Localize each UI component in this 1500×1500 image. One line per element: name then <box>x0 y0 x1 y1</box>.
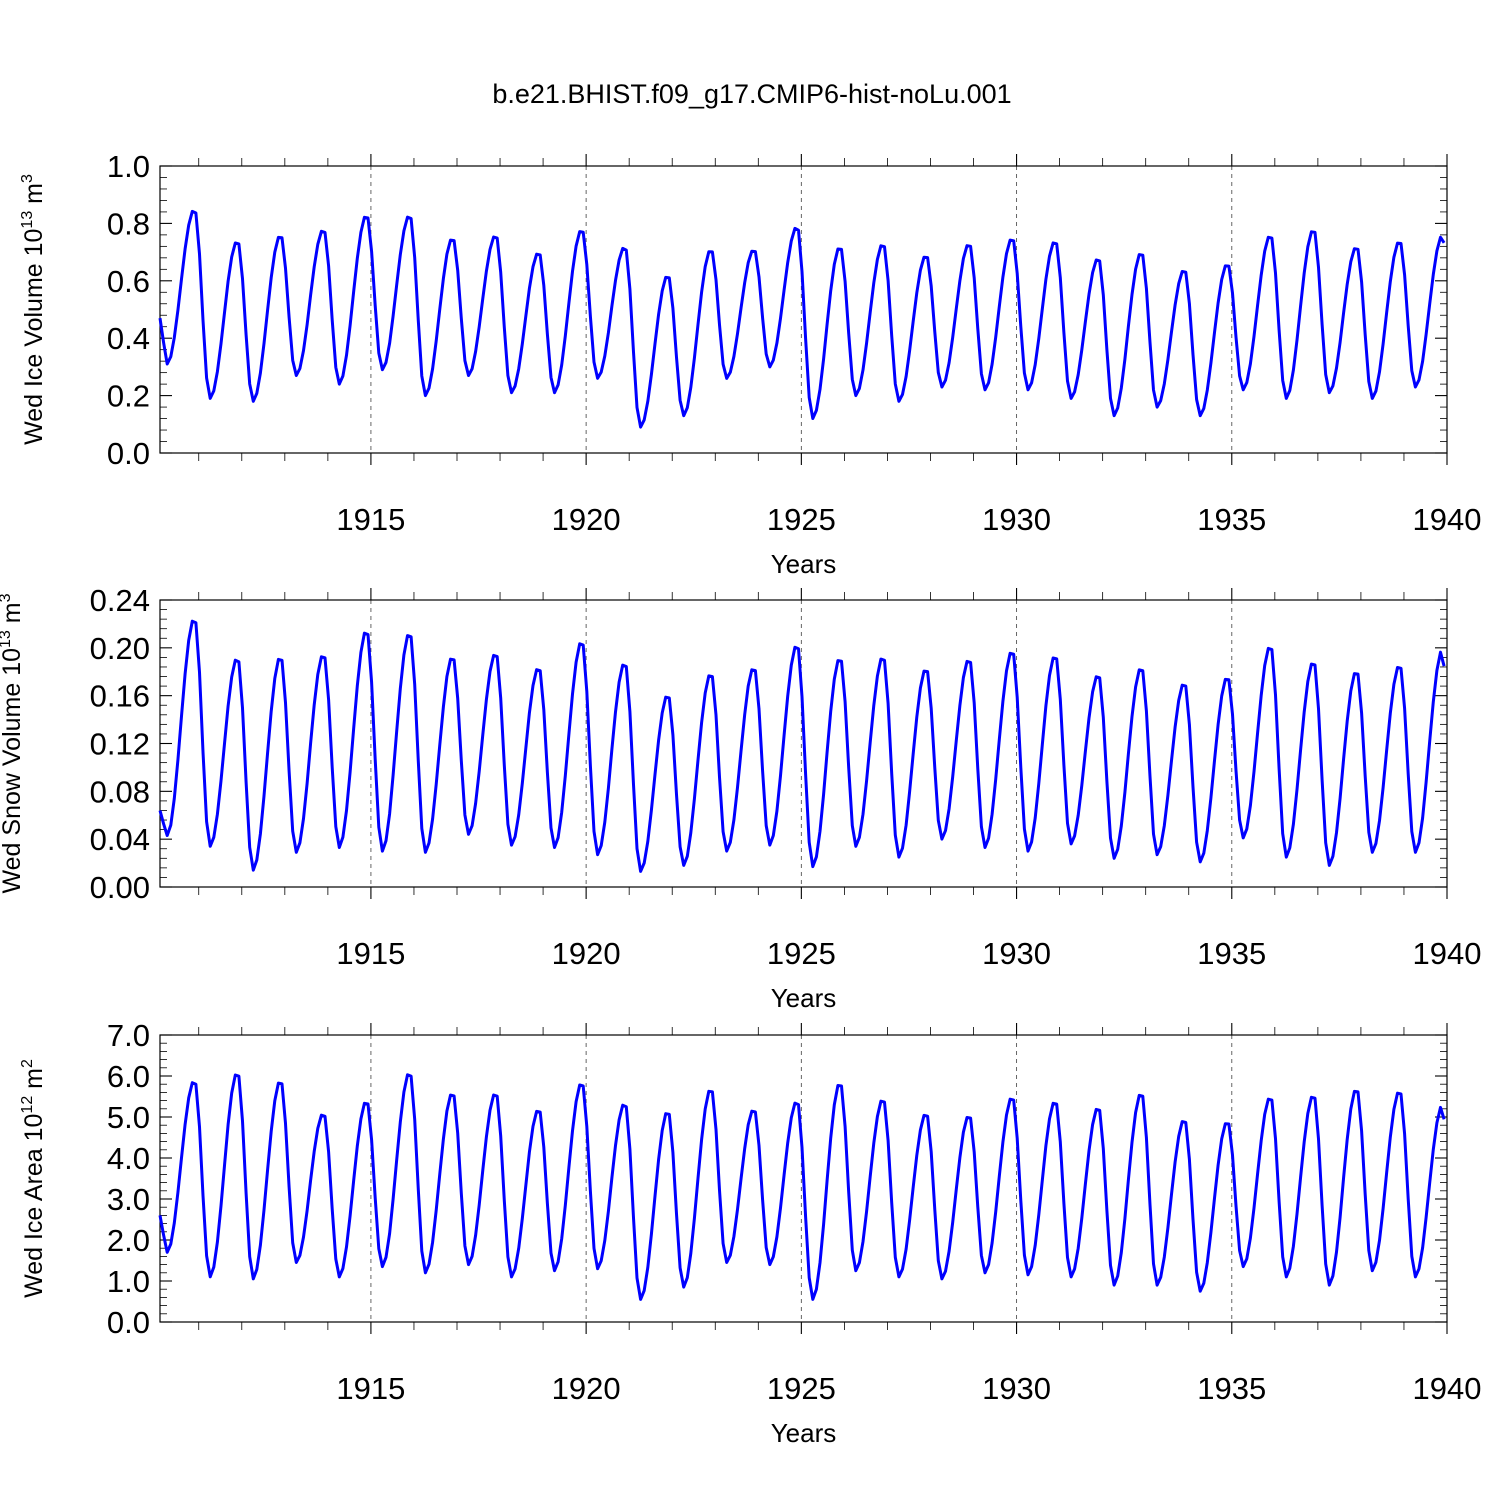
y-tick-label: 0.8 <box>107 206 150 241</box>
y-tick-label: 0.16 <box>90 679 150 714</box>
figure-title: b.e21.BHIST.f09_g17.CMIP6-hist-noLu.001 <box>492 79 1011 109</box>
y-tick-label: 0.08 <box>90 774 150 809</box>
y-tick-label: 1.0 <box>107 149 150 184</box>
y-tick-label: 2.0 <box>107 1223 150 1258</box>
x-tick-label: 1915 <box>336 502 405 537</box>
x-axis-label: Years <box>771 1418 837 1448</box>
panel-ice-volume: 0.0 0.2 0.4 0.6 0.8 1.0 1915 1920 1925 1930 1935 19… <box>19 149 1481 579</box>
y-axis-label: Wed Ice Area 1012 m2 <box>19 1059 48 1298</box>
series-line-snow-volume <box>158 619 1446 873</box>
x-tick-label: 1940 <box>1413 936 1482 971</box>
x-axis-label: Years <box>771 983 837 1013</box>
x-tick-label: 1920 <box>552 502 621 537</box>
y-tick-label: 0.0 <box>107 436 150 471</box>
y-tick-label: 0.2 <box>107 379 150 414</box>
y-tick-label: 0.12 <box>90 727 150 762</box>
y-tick-label: 0.24 <box>90 583 150 618</box>
x-tick-label: 1940 <box>1413 1371 1482 1406</box>
plot-frame <box>159 1034 1448 1323</box>
y-axis-label: Wed Snow Volume 1013 m3 <box>0 593 26 893</box>
x-tick-label: 1935 <box>1197 502 1266 537</box>
y-tick-label: 1.0 <box>107 1264 150 1299</box>
y-tick-label: 0.00 <box>90 870 150 905</box>
y-tick-label: 0.0 <box>107 1305 150 1340</box>
panel-snow-volume: 0.00 0.04 0.08 0.12 0.16 0.20 0.24 1915 1920 1925… <box>0 583 1481 1013</box>
plot-frame <box>159 165 1448 454</box>
y-tick-label: 7.0 <box>107 1018 150 1053</box>
x-tick-label: 1930 <box>982 502 1051 537</box>
y-axis-label: Wed Ice Volume 1013 m3 <box>19 174 48 445</box>
x-tick-label: 1930 <box>982 1371 1051 1406</box>
x-axis-label: Years <box>771 549 837 579</box>
x-tick-label: 1915 <box>336 1371 405 1406</box>
series-line-ice-volume <box>158 209 1446 429</box>
x-tick-label: 1925 <box>767 936 836 971</box>
y-tick-label: 6.0 <box>107 1059 150 1094</box>
y-tick-label: 3.0 <box>107 1182 150 1217</box>
series-line-ice-area <box>158 1073 1446 1301</box>
y-tick-label: 0.04 <box>90 822 150 857</box>
y-tick-label: 0.4 <box>107 321 150 356</box>
panel-ice-area: 0.0 1.0 2.0 3.0 4.0 5.0 6.0 7.0 1915 1920 1925 1930… <box>19 1018 1481 1448</box>
x-tick-label: 1920 <box>552 936 621 971</box>
y-tick-label: 0.6 <box>107 264 150 299</box>
x-tick-label: 1925 <box>767 502 836 537</box>
x-tick-label: 1935 <box>1197 936 1266 971</box>
y-tick-label: 0.20 <box>90 631 150 666</box>
x-tick-label: 1930 <box>982 936 1051 971</box>
x-tick-label: 1940 <box>1413 502 1482 537</box>
x-tick-label: 1915 <box>336 936 405 971</box>
panels: 0.0 0.2 0.4 0.6 0.8 1.0 1915 1920 1925 1930 1935 19… <box>0 149 1481 1448</box>
x-tick-label: 1920 <box>552 1371 621 1406</box>
x-tick-label: 1925 <box>767 1371 836 1406</box>
x-tick-label: 1935 <box>1197 1371 1266 1406</box>
y-tick-label: 4.0 <box>107 1141 150 1176</box>
y-tick-label: 5.0 <box>107 1100 150 1135</box>
